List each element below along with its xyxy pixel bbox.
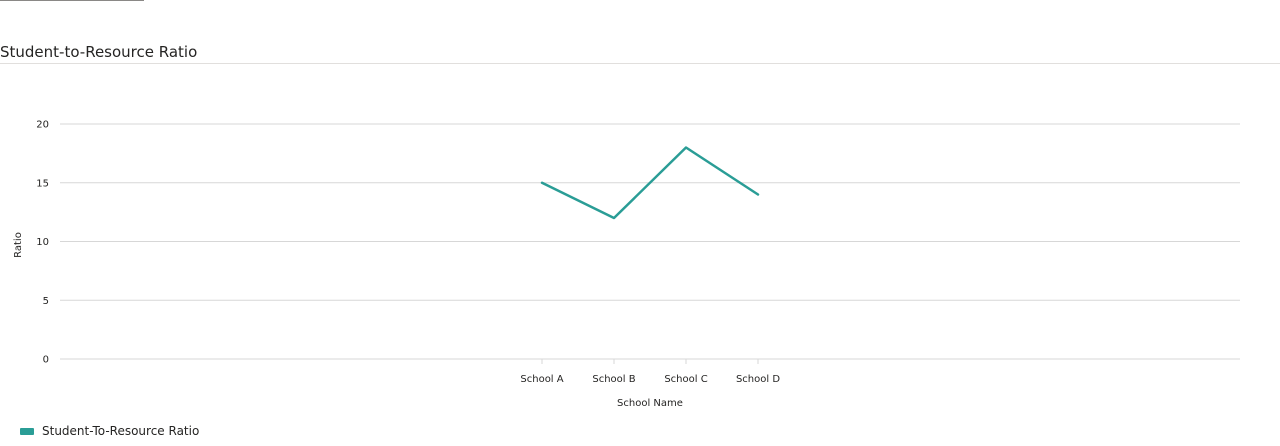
- gridlines: [60, 123, 1240, 360]
- data-point[interactable]: [680, 142, 692, 154]
- x-tick-label: School B: [592, 374, 635, 385]
- x-axis-ticks: School A School B School C School D: [520, 359, 780, 385]
- data-point[interactable]: [752, 189, 764, 201]
- x-tick-label: School A: [520, 374, 563, 385]
- series-group: [536, 142, 764, 224]
- y-tick-label: 15: [36, 178, 49, 189]
- chart-title: Student-to-Resource Ratio: [0, 43, 198, 61]
- x-tick-label: School D: [736, 374, 780, 385]
- header-divider: [0, 0, 144, 1]
- y-tick-label: 5: [43, 296, 49, 307]
- y-axis-label: Ratio: [13, 232, 24, 258]
- legend-swatch: [20, 427, 34, 435]
- data-point[interactable]: [608, 212, 620, 224]
- series-line[interactable]: [540, 146, 760, 220]
- legend-item-label: Student-To-Resource Ratio: [42, 424, 200, 438]
- legend[interactable]: Student-To-Resource Ratio: [20, 422, 199, 440]
- title-divider: [0, 63, 1280, 64]
- y-axis-ticks: 0 5 10 15 20: [36, 120, 49, 366]
- y-tick-label: 10: [36, 237, 49, 248]
- data-point[interactable]: [536, 177, 548, 189]
- y-tick-label: 0: [43, 355, 49, 366]
- x-tick-label: School C: [664, 374, 707, 385]
- y-tick-label: 20: [36, 120, 49, 131]
- x-axis-label: School Name: [617, 398, 683, 409]
